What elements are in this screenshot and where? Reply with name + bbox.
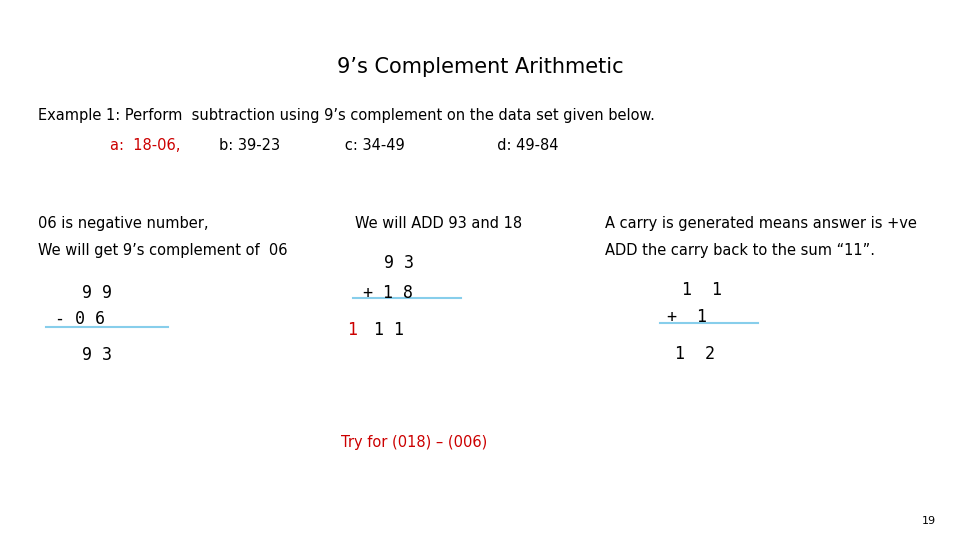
Text: 06 is negative number,: 06 is negative number,: [38, 216, 209, 231]
Text: +  1: + 1: [667, 308, 708, 326]
Text: 9 3: 9 3: [82, 346, 111, 363]
Text: - 0 6: - 0 6: [55, 310, 105, 328]
Text: ADD the carry back to the sum “11”.: ADD the carry back to the sum “11”.: [605, 243, 875, 258]
Text: A carry is generated means answer is +ve: A carry is generated means answer is +ve: [605, 216, 917, 231]
Text: b: 39-23              c: 34-49                    d: 49-84: b: 39-23 c: 34-49 d: 49-84: [219, 138, 559, 153]
Text: 19: 19: [922, 516, 936, 526]
Text: 1  2: 1 2: [675, 345, 715, 362]
Text: 9’s Complement Arithmetic: 9’s Complement Arithmetic: [337, 57, 623, 77]
Text: 1 1: 1 1: [374, 321, 404, 339]
Text: 1  1: 1 1: [682, 281, 722, 299]
Text: Example 1: Perform  subtraction using 9’s complement on the data set given below: Example 1: Perform subtraction using 9’s…: [38, 108, 656, 123]
Text: Try for (018) – (006): Try for (018) – (006): [341, 435, 487, 450]
Text: 1: 1: [348, 321, 357, 339]
Text: + 1 8: + 1 8: [363, 284, 413, 301]
Text: 9 3: 9 3: [384, 254, 414, 272]
Text: We will ADD 93 and 18: We will ADD 93 and 18: [355, 216, 522, 231]
Text: We will get 9’s complement of  06: We will get 9’s complement of 06: [38, 243, 288, 258]
Text: 9 9: 9 9: [82, 284, 111, 301]
Text: a:  18-06,: a: 18-06,: [110, 138, 180, 153]
